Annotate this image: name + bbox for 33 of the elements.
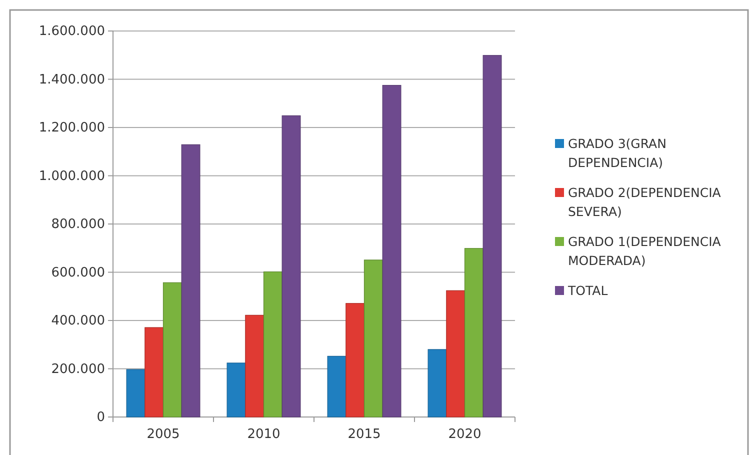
y-tick-label: 1.200.000 [38, 120, 105, 136]
bar [446, 290, 466, 418]
y-tick-label: 1.400.000 [38, 72, 105, 88]
legend-label: GRADO 1(DEPENDENCIA MODERADA) [568, 234, 722, 268]
bar [162, 282, 182, 418]
bar [482, 55, 502, 418]
bar [126, 369, 146, 418]
bar [181, 144, 200, 418]
bar [327, 356, 346, 418]
x-tick-label: 2010 [247, 427, 280, 442]
legend-label: TOTAL [567, 283, 608, 298]
bar [226, 362, 246, 418]
bar [428, 349, 447, 418]
x-tick-label: 2020 [448, 427, 482, 442]
y-tick-label: 800.000 [51, 217, 105, 232]
legend-label: GRADO 3(GRAN DEPENDENCIA) [568, 136, 666, 170]
y-tick-label: 400.000 [51, 314, 105, 329]
y-tick-label: 1.000.000 [38, 168, 105, 184]
y-tick-label: 0 [96, 410, 105, 426]
bar [282, 115, 301, 418]
bar [144, 327, 164, 418]
bar [364, 260, 383, 418]
bar [382, 84, 402, 418]
x-tick-label: 2015 [348, 427, 381, 442]
bar [263, 271, 282, 418]
y-tick-label: 600.000 [51, 265, 105, 280]
legend-label: GRADO 2(DEPENDENCIA SEVERA) [568, 185, 722, 219]
bar [245, 314, 264, 418]
y-tick-label: 1.600.000 [38, 24, 105, 40]
x-tick-label: 2005 [146, 427, 180, 442]
y-tick-label: 200.000 [51, 362, 105, 377]
bar [346, 303, 365, 418]
bar [464, 248, 484, 418]
